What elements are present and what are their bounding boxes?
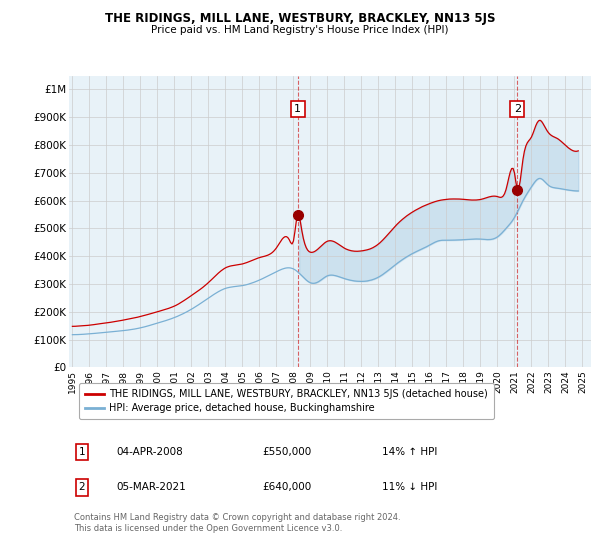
Text: £550,000: £550,000 — [262, 447, 311, 457]
Text: 05-MAR-2021: 05-MAR-2021 — [116, 482, 186, 492]
Text: Contains HM Land Registry data © Crown copyright and database right 2024.
This d: Contains HM Land Registry data © Crown c… — [74, 513, 401, 533]
Text: 1: 1 — [294, 104, 301, 114]
Text: 11% ↓ HPI: 11% ↓ HPI — [382, 482, 437, 492]
Text: £640,000: £640,000 — [262, 482, 311, 492]
Text: 14% ↑ HPI: 14% ↑ HPI — [382, 447, 437, 457]
Text: 1: 1 — [79, 447, 85, 457]
Text: 2: 2 — [79, 482, 85, 492]
Text: 2: 2 — [514, 104, 521, 114]
Legend: THE RIDINGS, MILL LANE, WESTBURY, BRACKLEY, NN13 5JS (detached house), HPI: Aver: THE RIDINGS, MILL LANE, WESTBURY, BRACKL… — [79, 384, 494, 419]
Text: Price paid vs. HM Land Registry's House Price Index (HPI): Price paid vs. HM Land Registry's House … — [151, 25, 449, 35]
Text: 04-APR-2008: 04-APR-2008 — [116, 447, 183, 457]
Text: THE RIDINGS, MILL LANE, WESTBURY, BRACKLEY, NN13 5JS: THE RIDINGS, MILL LANE, WESTBURY, BRACKL… — [105, 12, 495, 25]
